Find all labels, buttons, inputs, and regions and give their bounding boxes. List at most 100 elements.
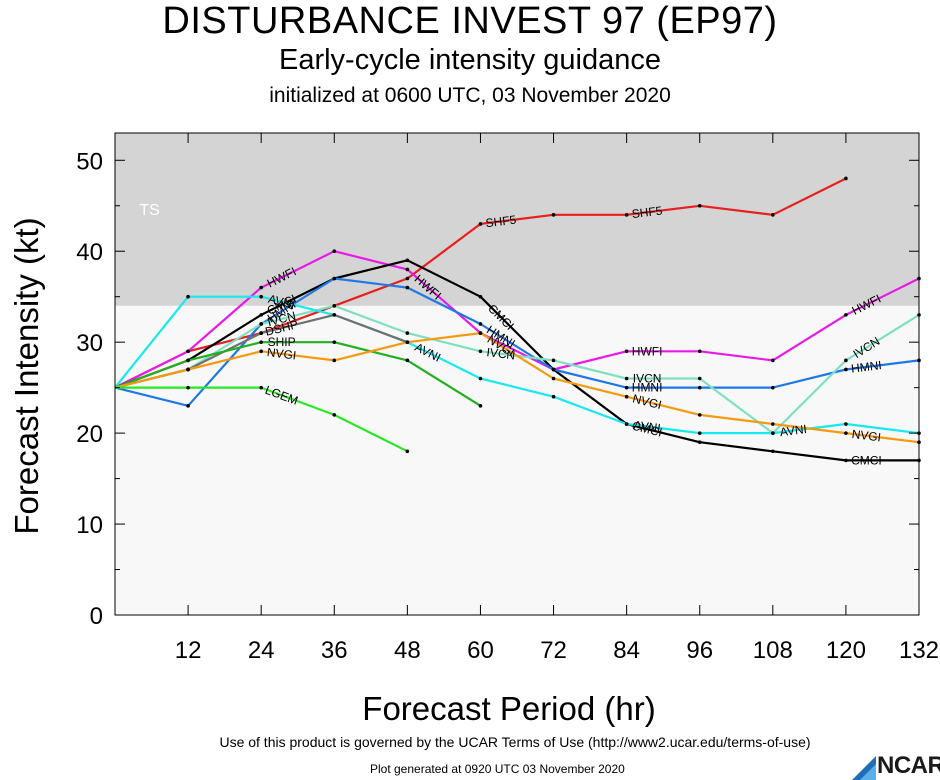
series-label-text: CMCI <box>851 453 882 467</box>
point-ivcn <box>624 376 629 381</box>
ncar-logo-icon <box>852 756 876 780</box>
point-ivcn <box>478 349 483 354</box>
series-label-nvgi: NVGI <box>266 345 297 363</box>
point-cmci <box>259 313 263 317</box>
point-nvgi <box>259 349 263 354</box>
point-lgem <box>332 413 337 417</box>
point-hmni <box>332 276 337 281</box>
series-label-ivcn: IVCN <box>633 372 662 386</box>
series-line-hmni <box>114 277 920 407</box>
point-ivcn <box>259 322 263 326</box>
series-label-text: IVCN <box>633 372 662 386</box>
series-label-ivcn: IVCN <box>486 345 516 362</box>
series-label-shf5: SHF5 <box>631 203 663 221</box>
point-nvgi <box>844 431 848 435</box>
series-label-nvgi: NVGI <box>631 391 663 412</box>
plot-frame <box>114 132 920 616</box>
x-tick-label: 72 <box>540 637 567 664</box>
series-label-text: HMNI <box>632 381 663 395</box>
point-hmni <box>478 322 483 326</box>
point-avni <box>478 376 483 381</box>
point-shf5 <box>624 213 629 217</box>
series-label-text: NVGI <box>266 345 297 363</box>
point-shf5 <box>771 213 775 217</box>
x-tick-label: 132 <box>899 637 939 664</box>
x-tick-label: 12 <box>175 637 202 664</box>
point-ivcn <box>844 358 848 363</box>
series-label-text: SHIP <box>268 335 296 349</box>
point-hmni <box>697 385 702 390</box>
point-ship <box>405 358 410 363</box>
series-label-ship: SHIP <box>268 335 296 349</box>
series-label-text: HMNI <box>850 358 882 376</box>
point-hmni <box>771 385 775 390</box>
series-label-ivcn: IVCN <box>266 309 297 330</box>
point-ship <box>259 340 263 344</box>
series-label-avni: AVNI <box>267 292 297 312</box>
point-lgem <box>186 385 190 390</box>
point-ship <box>186 358 190 363</box>
series-label-cmci: CMCI <box>851 453 882 467</box>
series-label-nvgi: NVGI <box>851 427 882 445</box>
point-hwfi <box>697 349 702 354</box>
series-label-text: NVGI <box>851 427 882 445</box>
point-nvgi <box>478 331 483 335</box>
series-label-text: SHF5 <box>485 213 517 231</box>
point-shf5 <box>478 222 483 226</box>
point-avni <box>771 431 775 435</box>
y-tick-label: 20 <box>76 421 103 448</box>
point-dshp <box>259 331 263 335</box>
series-label-avni: AVNI <box>633 418 662 435</box>
point-nvgi <box>186 367 190 372</box>
point-lgem <box>405 449 410 454</box>
y-axis-title: Forecast Intensity (kt) <box>8 217 45 534</box>
series-label-text: IVCN <box>266 309 297 330</box>
point-shf5 <box>551 213 556 217</box>
ncar-logo-text: NCAR <box>877 752 940 779</box>
series-label-hwfi: HWFI <box>632 344 663 358</box>
point-avni <box>624 422 629 426</box>
point-lgem <box>259 385 263 390</box>
point-avni <box>551 394 556 399</box>
plot-generated-time: Plot generated at 0920 UTC 03 November 2… <box>370 762 625 776</box>
y-tick-label: 30 <box>76 330 103 357</box>
x-tick-label: 48 <box>394 637 421 664</box>
point-cmci <box>771 449 775 454</box>
x-tick-label: 108 <box>753 637 793 664</box>
y-tick-label: 10 <box>76 512 103 539</box>
point-hwfi <box>259 285 263 290</box>
point-avni <box>186 294 190 299</box>
point-ivcn <box>332 303 337 308</box>
series-label-text: NVGI <box>631 391 663 412</box>
series-line-cmci <box>114 259 919 462</box>
series-label-text: HWFI <box>632 344 663 358</box>
point-nvgi <box>624 394 629 399</box>
terms-of-use-notice: Use of this product is governed by the U… <box>219 734 811 750</box>
chart-subtitle: Early-cycle intensity guidance <box>278 44 661 76</box>
point-shf5 <box>405 276 410 281</box>
x-tick-label: 96 <box>686 637 713 664</box>
point-hmni <box>844 367 848 372</box>
point-nvgi <box>551 376 556 381</box>
point-hmni <box>186 404 190 408</box>
series-line-nvgi <box>114 332 920 444</box>
series-label-text: AVNI <box>633 418 662 435</box>
point-ivcn <box>697 376 702 381</box>
point-hmni <box>624 385 629 390</box>
point-nvgi <box>405 340 410 344</box>
series-line-hwfi <box>114 250 920 389</box>
series-label-hmni: HMNI <box>632 381 663 395</box>
series-line-avni <box>114 295 920 435</box>
point-hmni <box>405 285 410 290</box>
point-hwfi <box>332 249 337 254</box>
point-ship <box>478 404 483 408</box>
series-label-hmni: HMNI <box>850 358 882 376</box>
point-nvgi <box>332 358 337 363</box>
series-label-shf5: SHF5 <box>485 213 517 231</box>
point-avni <box>259 294 263 299</box>
point-hwfi <box>405 267 410 272</box>
x-tick-label: 60 <box>467 637 494 664</box>
x-tick-label: 120 <box>826 637 866 664</box>
x-tick-label: 84 <box>613 637 640 664</box>
